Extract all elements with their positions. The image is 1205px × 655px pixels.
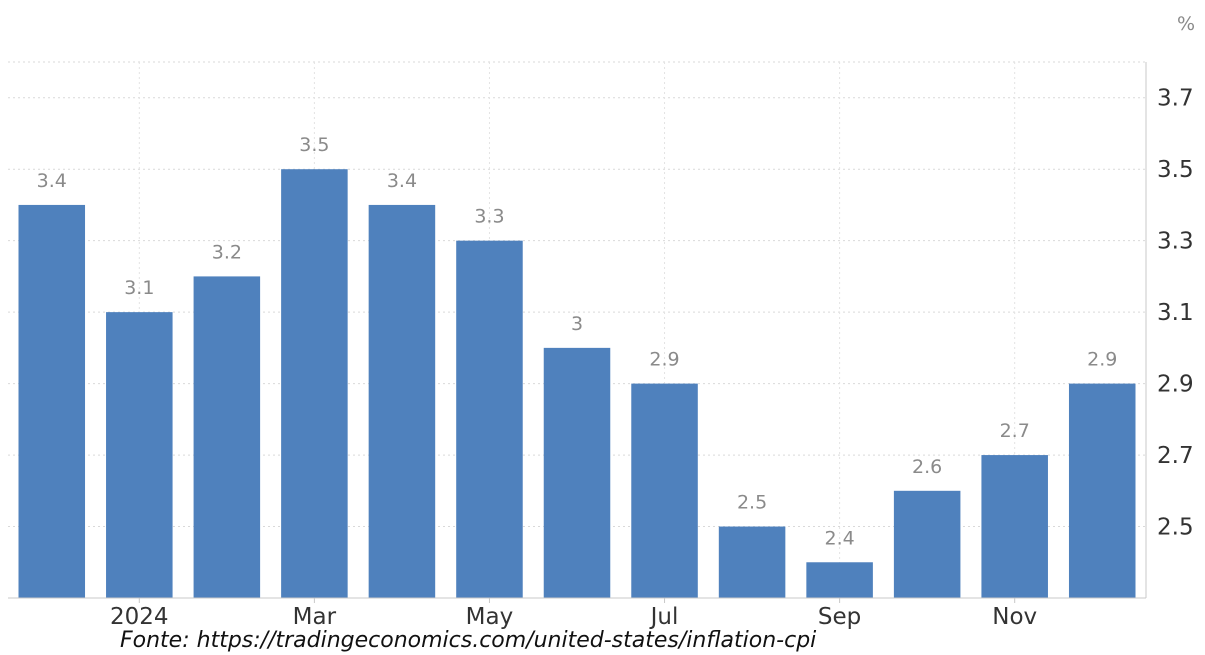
data-label: 2.9 [1087, 349, 1117, 371]
bar [893, 490, 961, 598]
bar [281, 169, 348, 598]
x-tick-label: May [466, 604, 514, 630]
bar [718, 526, 786, 598]
bar [631, 383, 698, 598]
data-label: 3.5 [299, 134, 329, 156]
data-label: 3.4 [37, 170, 67, 192]
data-label: 3.1 [124, 277, 154, 299]
y-axis: 2.5 2.7 2.9 3.1 3.3 3.5 3.7 [1145, 62, 1194, 598]
data-label: 3.2 [212, 241, 242, 263]
data-labels-group: 3.4 3.1 3.2 3.5 3.4 3.3 3 2.9 2.5 2.4 2.6 2.7 2.9 [37, 134, 1118, 549]
bar [106, 312, 173, 598]
data-label: 2.9 [649, 349, 679, 371]
data-label: 2.6 [912, 456, 942, 478]
data-label: 2.7 [1000, 420, 1030, 442]
y-tick-label: 3.1 [1157, 300, 1194, 326]
x-axis: 2024 Mar May Jul Sep Nov [8, 597, 1146, 630]
x-tick-label: Mar [293, 604, 337, 630]
data-label: 2.5 [737, 492, 767, 514]
x-tick-label: Jul [649, 604, 679, 630]
bars-group [18, 169, 1136, 598]
data-label: 3 [571, 313, 583, 335]
data-label: 3.4 [387, 170, 417, 192]
y-unit-label: % [1177, 13, 1195, 35]
bar [806, 562, 873, 598]
inflation-bar-chart: 3.4 3.1 3.2 3.5 3.4 3.3 3 2.9 2.5 2.4 2.6 2.7 2.9 2.… [8, 13, 1195, 630]
y-tick-label: 3.3 [1157, 229, 1194, 255]
y-tick-label: 2.9 [1157, 372, 1194, 398]
data-label: 2.4 [825, 527, 855, 549]
y-tick-label: 3.7 [1157, 86, 1194, 112]
x-tick-label: Sep [818, 604, 861, 630]
bar [18, 204, 86, 598]
y-tick-label: 3.5 [1157, 157, 1194, 183]
bar [456, 240, 523, 598]
x-tick-label: Nov [992, 604, 1037, 630]
bar [543, 347, 611, 598]
bar [193, 276, 261, 598]
bar [1068, 383, 1136, 598]
y-tick-label: 2.5 [1157, 515, 1194, 541]
y-tick-label: 2.7 [1157, 443, 1194, 469]
bar [981, 455, 1048, 598]
data-label: 3.3 [474, 206, 504, 228]
source-caption: Fonte: https://tradingeconomics.com/unit… [120, 628, 817, 653]
bar [368, 204, 436, 598]
x-tick-label: 2024 [110, 604, 169, 630]
